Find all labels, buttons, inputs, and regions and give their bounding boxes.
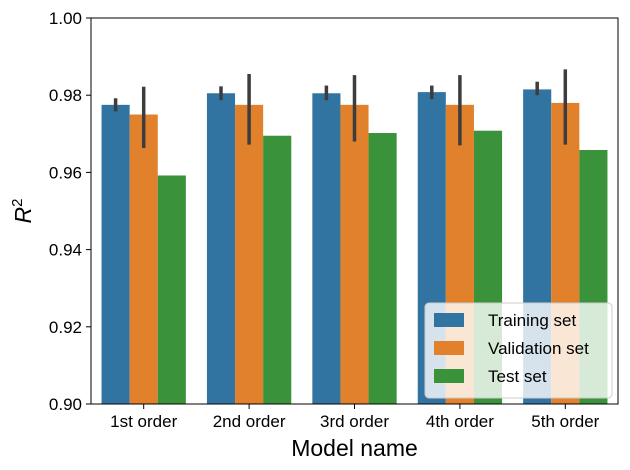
error-bars (113, 69, 568, 149)
legend-swatch-validation-set (434, 341, 464, 355)
y-tick-label: 0.98 (49, 86, 82, 105)
y-axis-label-base: R (10, 207, 36, 224)
y-tick-label: 0.94 (49, 241, 82, 260)
legend-label-training-set: Training set (488, 311, 576, 330)
bar-validation-set-2 (235, 104, 264, 404)
x-tick-label: 5th order (531, 412, 599, 431)
x-tick-label: 3rd order (320, 412, 389, 431)
x-axis-ticks: 1st order 2nd order 3rd order 4th order 5th … (110, 404, 600, 431)
y-tick-label: 0.90 (49, 395, 82, 414)
y-tick-label: 0.92 (49, 318, 82, 337)
x-tick-label: 2nd order (213, 412, 286, 431)
bar-test-set-1 (157, 175, 186, 404)
legend-box (424, 302, 613, 399)
legend-swatch-test-set (434, 369, 464, 383)
x-tick-label: 1st order (110, 412, 177, 431)
bar-training-set-2 (206, 93, 236, 405)
bar-validation-set-1 (129, 114, 158, 404)
legend-label-test-set: Test set (488, 367, 547, 386)
y-axis-ticks: 0.90 0.92 0.94 0.96 0.98 1.00 (49, 9, 91, 414)
bar-training-set-3 (312, 93, 341, 405)
bar-test-set-2 (263, 135, 292, 405)
x-axis-label: Model name (291, 435, 418, 461)
legend: Training set Validation set Test set (424, 302, 613, 399)
bar-validation-set-3 (340, 104, 369, 404)
y-axis-label: R2 (9, 199, 36, 224)
bar-training-set-1 (101, 104, 130, 404)
y-tick-label: 1.00 (49, 9, 82, 28)
x-tick-label: 4th order (426, 412, 494, 431)
y-tick-label: 0.96 (49, 163, 82, 182)
legend-label-validation-set: Validation set (488, 339, 589, 358)
bar-test-set-3 (368, 133, 397, 404)
y-axis-label-superscript: 2 (9, 199, 26, 207)
legend-swatch-training-set (434, 313, 464, 327)
